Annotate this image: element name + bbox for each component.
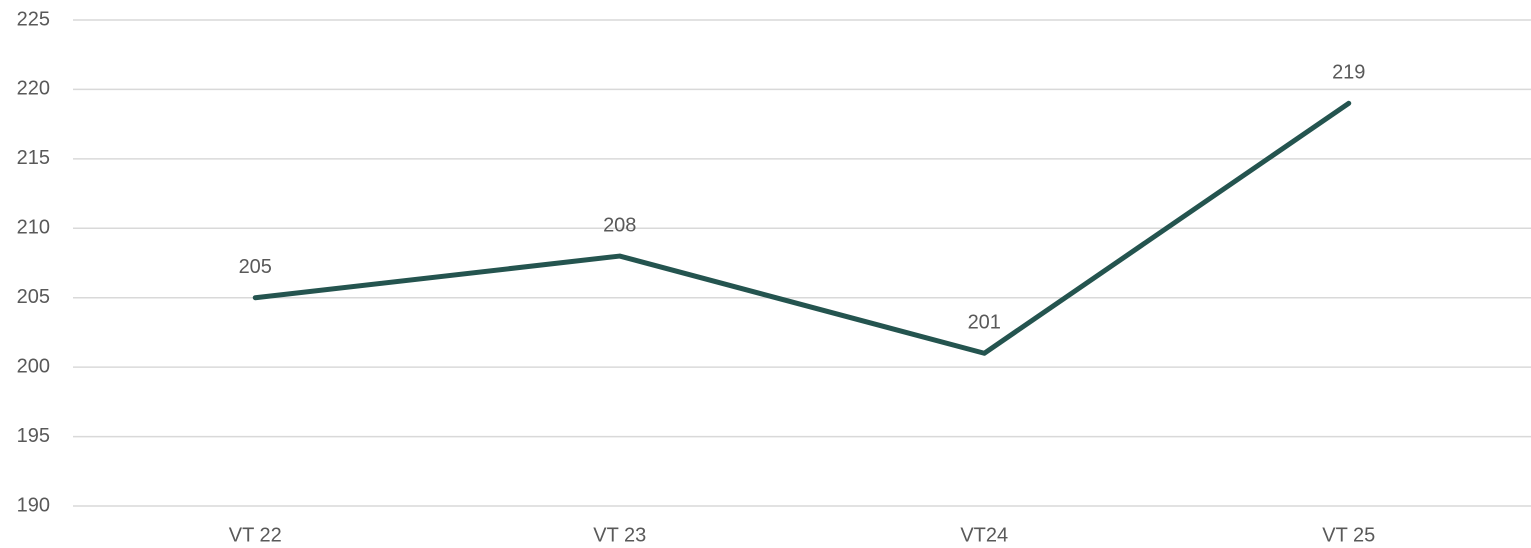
data-label: 219 (1332, 62, 1365, 84)
y-tick-label: 210 (17, 217, 50, 239)
y-tick-label: 205 (17, 286, 50, 308)
x-tick-label: VT 23 (593, 524, 646, 546)
x-tick-label: VT24 (960, 524, 1008, 546)
y-tick-label: 220 (17, 78, 50, 100)
y-tick-label: 215 (17, 147, 50, 169)
y-tick-label: 195 (17, 425, 50, 447)
x-tick-label: VT 22 (229, 524, 282, 546)
line (252, 100, 1352, 356)
y-tick-label: 200 (17, 355, 50, 377)
data-label: 205 (239, 256, 272, 278)
y-tick-label: 190 (17, 494, 50, 516)
data-label: 201 (968, 312, 1001, 334)
x-tick-label: VT 25 (1322, 524, 1375, 546)
data-label: 208 (603, 214, 636, 236)
y-tick-label: 225 (17, 8, 50, 30)
